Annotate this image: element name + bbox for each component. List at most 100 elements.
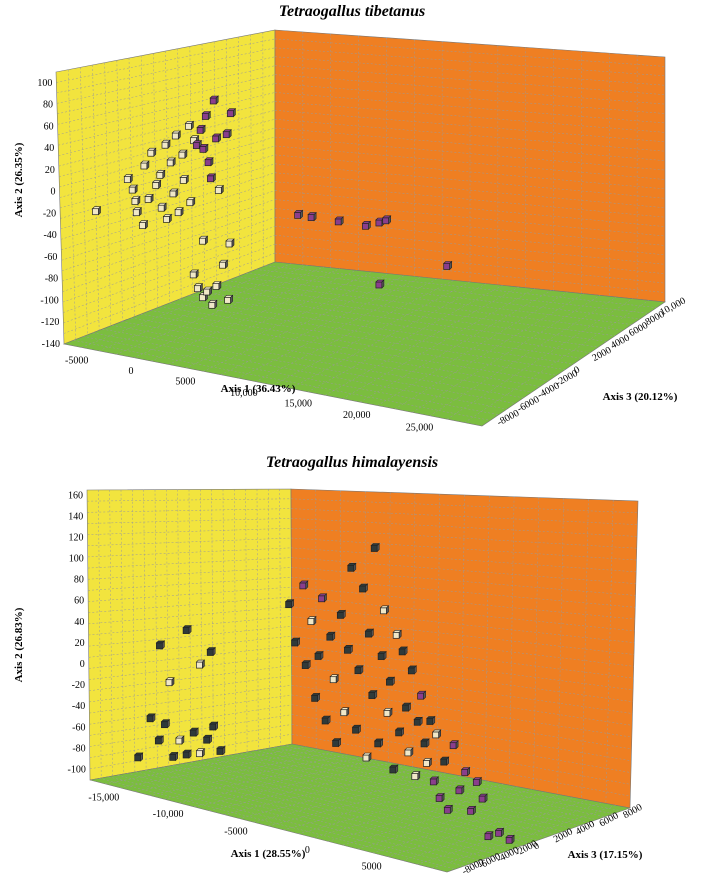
gridline bbox=[217, 284, 616, 337]
data-point-side bbox=[191, 120, 194, 131]
data-point bbox=[160, 718, 171, 729]
data-point-side bbox=[192, 196, 196, 207]
data-point-face bbox=[484, 833, 492, 841]
data-point-face bbox=[380, 607, 387, 615]
data-point bbox=[336, 609, 347, 620]
data-point bbox=[138, 219, 149, 230]
data-point-side bbox=[180, 206, 184, 217]
data-point-face bbox=[461, 769, 469, 776]
data-point bbox=[133, 752, 144, 762]
data-point-side bbox=[188, 624, 192, 635]
x-tick-label: -10,000 bbox=[153, 809, 184, 820]
y-tick-label: 60 bbox=[74, 596, 84, 607]
gridline bbox=[198, 291, 599, 348]
data-point-side bbox=[455, 739, 459, 750]
data-point-face bbox=[426, 718, 434, 725]
data-point-face bbox=[495, 829, 502, 837]
data-point bbox=[147, 147, 157, 157]
gridline bbox=[291, 626, 634, 667]
data-points bbox=[133, 542, 515, 845]
gridline bbox=[342, 288, 536, 399]
gridline bbox=[268, 489, 270, 749]
gridline bbox=[255, 280, 454, 382]
y-tick-label: -120 bbox=[41, 317, 59, 328]
data-point bbox=[168, 751, 179, 762]
gridline bbox=[274, 226, 666, 265]
y-tick-label: 120 bbox=[68, 532, 83, 543]
chart-panel-himalayensis: Tetraogallus himalayensis 160 140 120 100 80… bbox=[0, 440, 704, 873]
data-point-face bbox=[131, 198, 139, 205]
data-point-face bbox=[189, 271, 197, 279]
data-point-face bbox=[326, 633, 334, 641]
data-point-side bbox=[413, 665, 417, 675]
data-point-side bbox=[346, 706, 350, 717]
chart-title: Tetraogallus himalayensis bbox=[265, 454, 439, 471]
y-tick-label: -40 bbox=[43, 230, 56, 241]
data-point-side bbox=[438, 729, 442, 739]
gridline bbox=[150, 310, 557, 376]
x-tick-label: 10,000 bbox=[230, 388, 258, 399]
data-point-side bbox=[313, 211, 317, 222]
gridline bbox=[274, 118, 666, 152]
data-point bbox=[326, 631, 336, 641]
data-point-face bbox=[132, 209, 140, 217]
data-point-side bbox=[162, 169, 166, 180]
gridline bbox=[509, 496, 515, 786]
data-point bbox=[340, 706, 350, 717]
data-point-face bbox=[429, 778, 437, 786]
gridline bbox=[291, 527, 637, 549]
data-point bbox=[157, 202, 167, 212]
gridline bbox=[279, 489, 282, 747]
data-point-side bbox=[163, 202, 167, 212]
data-point bbox=[132, 206, 143, 217]
data-point-side bbox=[381, 279, 385, 289]
gridline bbox=[291, 557, 636, 584]
gridline bbox=[99, 778, 456, 870]
data-point-side bbox=[184, 149, 188, 159]
data-point bbox=[373, 738, 384, 748]
gridline bbox=[291, 537, 637, 561]
data-point-side bbox=[153, 147, 157, 157]
data-point bbox=[478, 793, 488, 803]
y-tick-label: 160 bbox=[68, 490, 83, 501]
gridline bbox=[342, 789, 532, 846]
data-point-side bbox=[324, 593, 327, 603]
gridline bbox=[200, 489, 203, 761]
y-tick-label: -60 bbox=[72, 722, 85, 733]
gridline bbox=[402, 799, 588, 861]
data-point-side bbox=[202, 659, 205, 669]
data-point-side bbox=[368, 220, 371, 231]
data-point bbox=[175, 735, 185, 745]
gridline bbox=[274, 92, 666, 124]
data-point-side bbox=[398, 629, 402, 640]
gridline bbox=[274, 56, 666, 86]
data-point bbox=[202, 286, 213, 296]
gridline bbox=[188, 295, 591, 353]
data-point-face bbox=[134, 754, 142, 762]
gridline bbox=[291, 724, 631, 785]
data-point bbox=[209, 95, 219, 105]
data-point-face bbox=[206, 649, 214, 656]
gridline bbox=[394, 293, 584, 410]
data-point bbox=[411, 770, 421, 781]
gridline bbox=[273, 747, 614, 815]
data-point-face bbox=[423, 760, 430, 767]
data-point-side bbox=[231, 238, 235, 248]
gridline bbox=[67, 69, 76, 340]
gridline bbox=[227, 755, 572, 829]
data-point-side bbox=[461, 785, 465, 795]
gridline bbox=[274, 101, 666, 133]
data-point-side bbox=[208, 110, 211, 121]
data-point bbox=[195, 659, 206, 669]
gridline bbox=[62, 217, 276, 292]
data-point bbox=[314, 650, 324, 661]
gridline bbox=[256, 489, 259, 751]
gridline bbox=[185, 273, 389, 369]
data-point-side bbox=[417, 770, 421, 781]
data-point-side bbox=[501, 827, 504, 838]
gridline bbox=[116, 60, 123, 322]
gridline bbox=[412, 493, 416, 767]
gridline bbox=[140, 55, 147, 313]
data-point-face bbox=[352, 726, 359, 734]
data-point bbox=[225, 238, 235, 248]
